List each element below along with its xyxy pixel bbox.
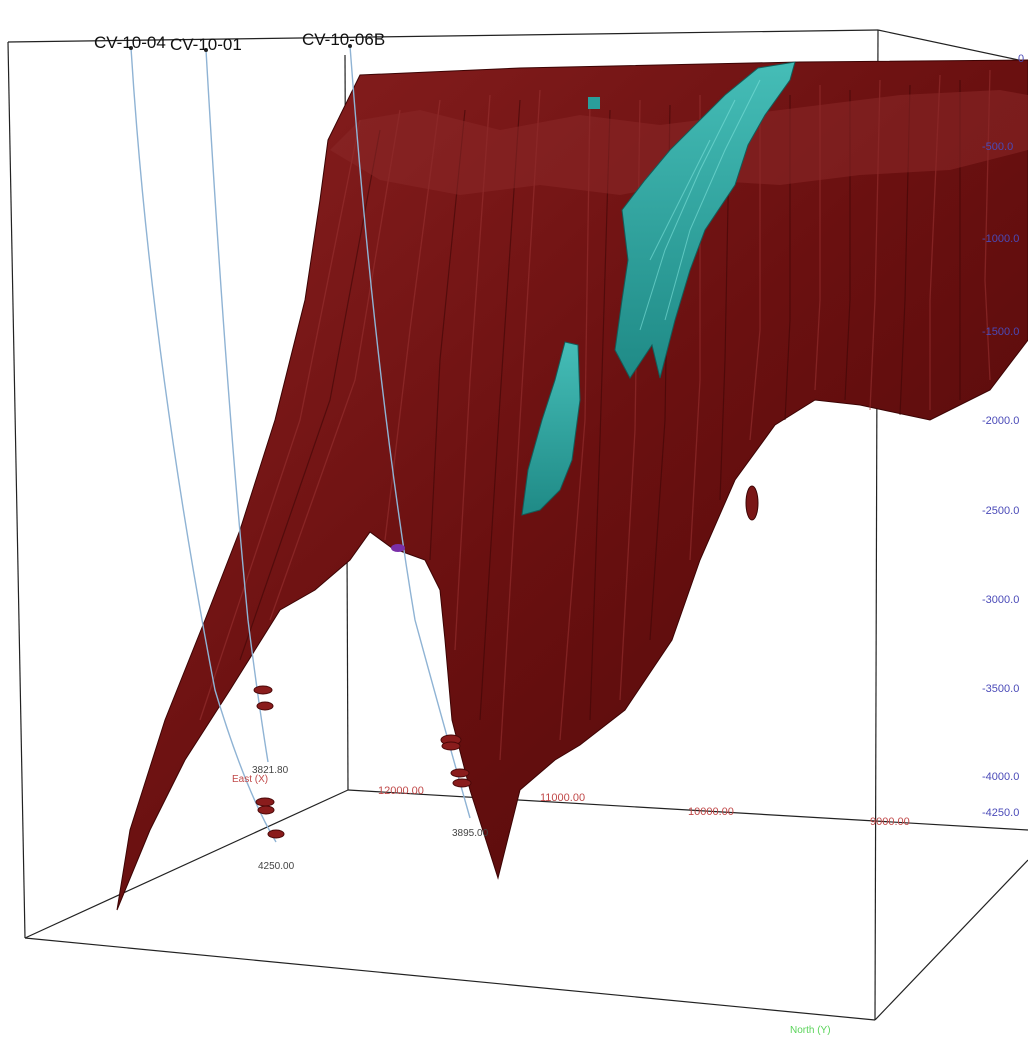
z-axis-tick-label: -500.0: [982, 141, 1013, 153]
drillhole-label-cv-10-06b: CV-10-06B: [302, 30, 385, 49]
depth-label-cv-10-06b: 3895.00: [452, 828, 489, 839]
drillhole-trace-cv-10-04: [130, 47, 277, 843]
drillhole-label-cv-10-01: CV-10-01: [170, 35, 242, 54]
east-axis-tick-label: 12000.00: [378, 785, 424, 797]
intercept-markers: [253, 685, 472, 839]
east-axis-title: East (X): [232, 774, 268, 785]
east-axis-tick-label: 10000.00: [688, 806, 734, 818]
drillhole-trace-cv-10-01: [205, 49, 269, 763]
z-axis-tick-label: -2000.0: [982, 415, 1019, 427]
z-axis-tick-label: 0: [1018, 53, 1024, 65]
east-axis-tick-labels: 12000.00 11000.00 10000.00 9000.00: [378, 785, 910, 828]
depth-label-cv-10-01: 3821.80: [252, 765, 289, 776]
z-axis-tick-label: -1000.0: [982, 233, 1019, 245]
collar-points: [129, 44, 352, 52]
north-axis-title: North (Y): [790, 1025, 831, 1036]
drillhole-labels: CV-10-04 CV-10-01 CV-10-06B: [94, 30, 385, 54]
east-axis-tick-label: 9000.00: [870, 816, 910, 828]
z-axis-tick-labels: 0 -500.0 -1000.0 -1500.0 -2000.0 -2500.0 -3000…: [982, 53, 1024, 819]
z-axis-tick-label: -2500.0: [982, 505, 1019, 517]
z-axis-tick-label: -4250.0: [982, 807, 1019, 819]
ore-body: [521, 61, 796, 516]
z-axis-tick-label: -3000.0: [982, 594, 1019, 606]
z-axis-tick-label: -3500.0: [982, 683, 1019, 695]
z-axis-tick-label: -4000.0: [982, 771, 1019, 783]
collar-intercept-marker: [391, 544, 405, 552]
depth-label-cv-10-04: 4250.00: [258, 861, 295, 872]
z-axis-tick-label: -1500.0: [982, 326, 1019, 338]
drillhole-label-cv-10-04: CV-10-04: [94, 33, 166, 52]
depth-labels: 3821.80 4250.00 3895.00: [252, 765, 489, 872]
east-axis-tick-label: 11000.00: [540, 792, 585, 804]
